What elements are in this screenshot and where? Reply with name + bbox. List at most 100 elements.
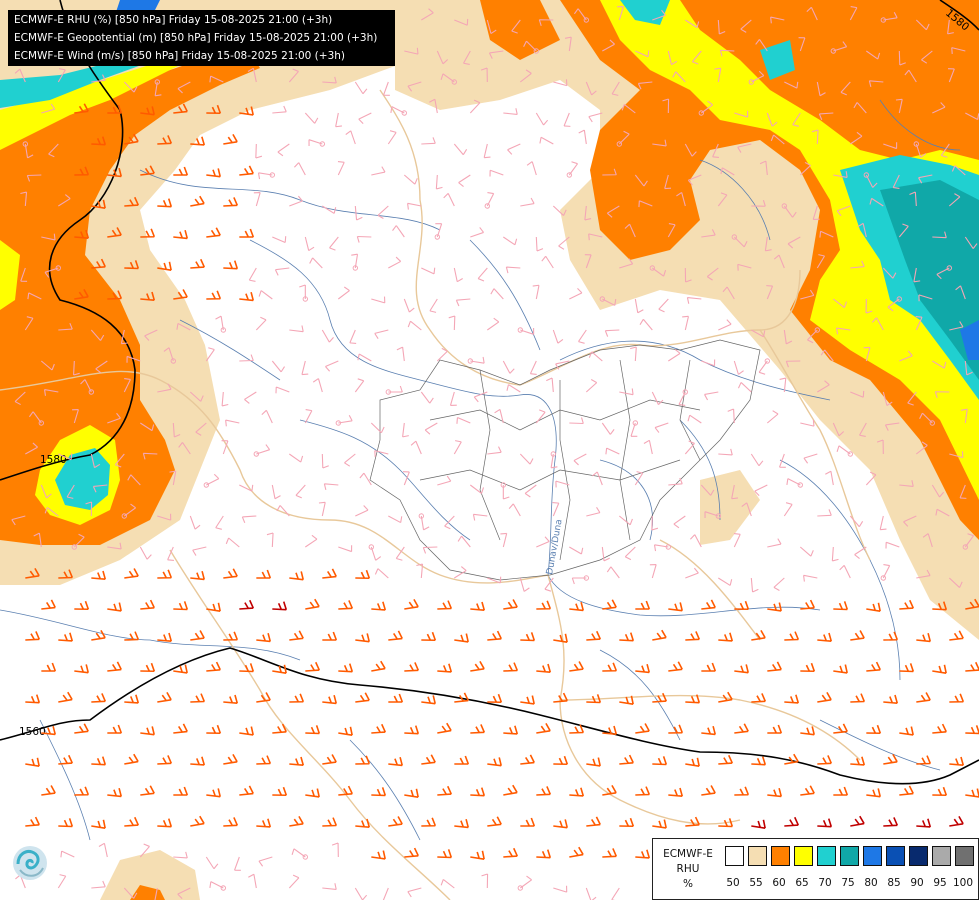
wind-barb xyxy=(40,360,55,371)
wind-barb xyxy=(41,103,56,114)
wind-barb xyxy=(602,662,618,672)
wind-barb xyxy=(190,136,206,146)
wind-barb xyxy=(275,386,290,394)
wind-barb xyxy=(519,577,530,592)
wind-barb xyxy=(304,409,313,424)
wind-barb xyxy=(751,756,767,766)
wind-barb xyxy=(355,692,370,703)
wind-barb xyxy=(949,815,964,827)
wind-barb xyxy=(437,785,453,796)
wind-barb xyxy=(469,484,485,494)
wind-barb xyxy=(215,315,227,333)
wind-barb xyxy=(107,412,121,424)
wind-barb xyxy=(357,353,372,362)
wind-barb xyxy=(727,408,735,424)
wind-barb xyxy=(470,724,486,734)
wind-barb xyxy=(33,532,42,548)
wind-barb xyxy=(964,360,973,376)
wind-barb xyxy=(630,420,639,437)
wind-barb xyxy=(630,346,637,362)
wind-barb xyxy=(345,130,356,145)
wind-barb xyxy=(154,79,162,97)
wind-barb xyxy=(355,505,369,517)
wind-barb xyxy=(58,322,73,331)
wind-barb xyxy=(291,848,309,860)
wind-barb xyxy=(107,602,122,612)
wind-barb xyxy=(272,664,287,674)
wind-barb xyxy=(91,258,106,269)
wind-barb xyxy=(206,227,221,238)
wind-barb xyxy=(619,754,634,765)
wind-barb xyxy=(601,546,610,562)
legend-swatch xyxy=(840,846,859,866)
wind-barb xyxy=(592,471,603,486)
wind-barb xyxy=(487,757,502,767)
wind-barb xyxy=(541,255,554,269)
wind-barb xyxy=(850,693,866,703)
wind-barb xyxy=(918,294,933,302)
wind-barb xyxy=(40,484,52,499)
wind-barb xyxy=(453,440,462,455)
wind-barb xyxy=(322,754,337,765)
wind-barb xyxy=(947,68,955,83)
wind-barb xyxy=(142,452,158,460)
wind-barb xyxy=(686,296,702,304)
wind-barb xyxy=(157,135,173,145)
wind-barb xyxy=(519,453,534,465)
wind-barb xyxy=(536,849,552,859)
wind-barb xyxy=(123,81,138,93)
wind-barb xyxy=(751,329,766,338)
wind-barb xyxy=(800,599,815,610)
wind-barb xyxy=(668,602,683,612)
wind-barb xyxy=(322,883,337,891)
wind-barb xyxy=(619,258,634,269)
wind-barb xyxy=(652,9,666,21)
wind-barb xyxy=(759,160,768,176)
wind-barb xyxy=(635,663,651,674)
wind-barb xyxy=(190,693,206,703)
wind-barb xyxy=(849,6,858,21)
wind-barb xyxy=(41,785,56,796)
wind-barb xyxy=(107,227,122,238)
wind-barb xyxy=(395,546,405,561)
wind-barb xyxy=(374,450,389,457)
wind-barb xyxy=(701,359,716,367)
wind-barb xyxy=(487,317,500,331)
wind-barb xyxy=(899,663,915,673)
wind-barb xyxy=(563,112,571,127)
wind-barb xyxy=(91,819,106,829)
wind-barb xyxy=(784,631,800,641)
header-box: ECMWF-E RHU (%) [850 hPa] Friday 15-08-2… xyxy=(8,10,395,66)
wind-barb xyxy=(800,289,815,300)
wind-barb xyxy=(800,726,815,736)
wind-barb xyxy=(883,753,898,765)
wind-barb xyxy=(792,112,801,127)
wind-barb xyxy=(536,663,552,674)
wind-barb xyxy=(668,349,681,362)
wind-barb xyxy=(404,47,419,55)
wind-barb xyxy=(785,360,801,368)
wind-barb xyxy=(66,484,75,499)
wind-barb xyxy=(524,484,537,498)
wind-barb xyxy=(244,391,257,404)
wind-barb xyxy=(189,515,201,530)
wind-barb xyxy=(388,630,403,641)
wind-barb xyxy=(689,534,702,548)
legend-swatch xyxy=(817,846,836,866)
wind-barb xyxy=(173,289,188,300)
wind-barb xyxy=(91,570,107,581)
wind-barb xyxy=(569,601,585,612)
wind-barb xyxy=(718,577,733,586)
wind-barb xyxy=(718,448,733,456)
wind-barb xyxy=(487,446,502,455)
wind-barb xyxy=(239,599,255,610)
wind-barb xyxy=(833,664,848,674)
wind-barb xyxy=(916,818,932,828)
wind-barb xyxy=(635,849,651,859)
wind-barb xyxy=(318,501,326,517)
wind-barb xyxy=(668,661,683,672)
wind-barb xyxy=(517,327,535,335)
wind-barb xyxy=(173,229,189,240)
wind-barb xyxy=(566,161,578,178)
wind-barb xyxy=(520,695,535,705)
